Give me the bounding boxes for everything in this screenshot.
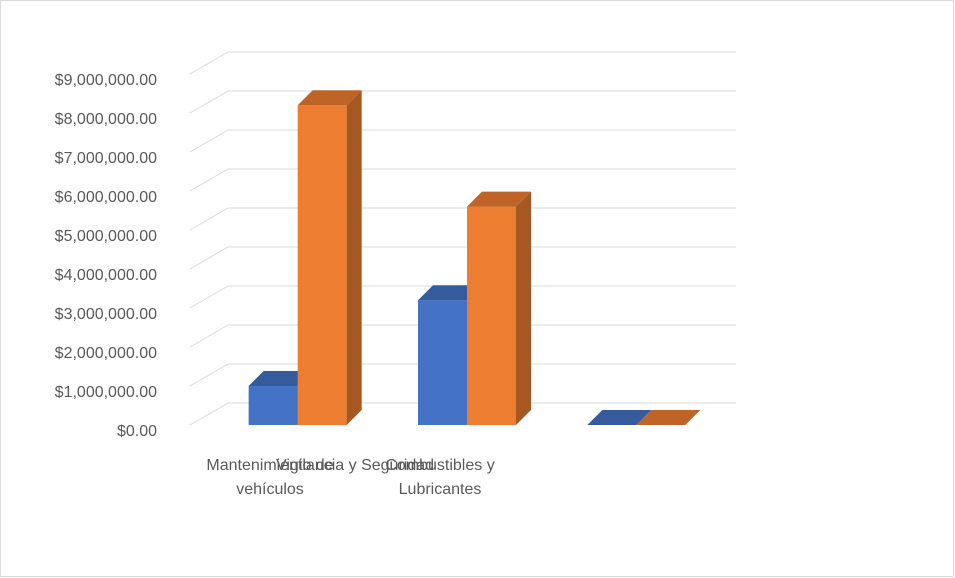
bar-face [346,90,362,425]
bar-face [587,410,652,425]
bar-face [516,191,531,425]
bar-face [248,386,298,425]
bar-face [467,206,516,425]
bar-face [297,90,362,106]
y-tick-label: $5,000,000.00 [55,228,157,245]
bar [636,410,701,425]
grid-line-side [189,363,229,387]
y-tick-label: $6,000,000.00 [55,189,157,206]
grid-line-side [189,90,229,114]
grid-line-side [189,168,229,192]
grid-line-side [189,207,229,231]
bar [297,90,362,425]
grid-line-side [189,285,229,309]
bar [587,410,652,425]
y-tick-label: $1,000,000.00 [55,384,157,401]
y-tick-label: $8,000,000.00 [55,111,157,128]
grid-line-side [189,246,229,270]
y-tick-label: $0.00 [117,423,157,440]
bar-face [418,300,467,425]
y-tick-label: $3,000,000.00 [55,306,157,323]
bar-face [636,410,701,425]
y-tick-label: $4,000,000.00 [55,267,157,284]
x-tick-label: Combustibles y Lubricantes [385,457,495,498]
bar-face [297,105,347,425]
grid-line-side [189,129,229,153]
bar [467,191,531,425]
bar-face [248,371,313,386]
x-tick-label: Vigilancia y Seguridad [275,457,435,474]
y-tick-label: $7,000,000.00 [55,150,157,167]
grid-line-side [189,324,229,348]
grid-line-side [189,51,229,75]
y-tick-label: $9,000,000.00 [55,72,157,89]
grid-line-side [189,402,229,426]
x-tick-label: Mantenimiento de vehículos [206,457,334,498]
bar-face [467,191,531,207]
bar-face [418,285,482,301]
y-tick-label: $2,000,000.00 [55,345,157,362]
